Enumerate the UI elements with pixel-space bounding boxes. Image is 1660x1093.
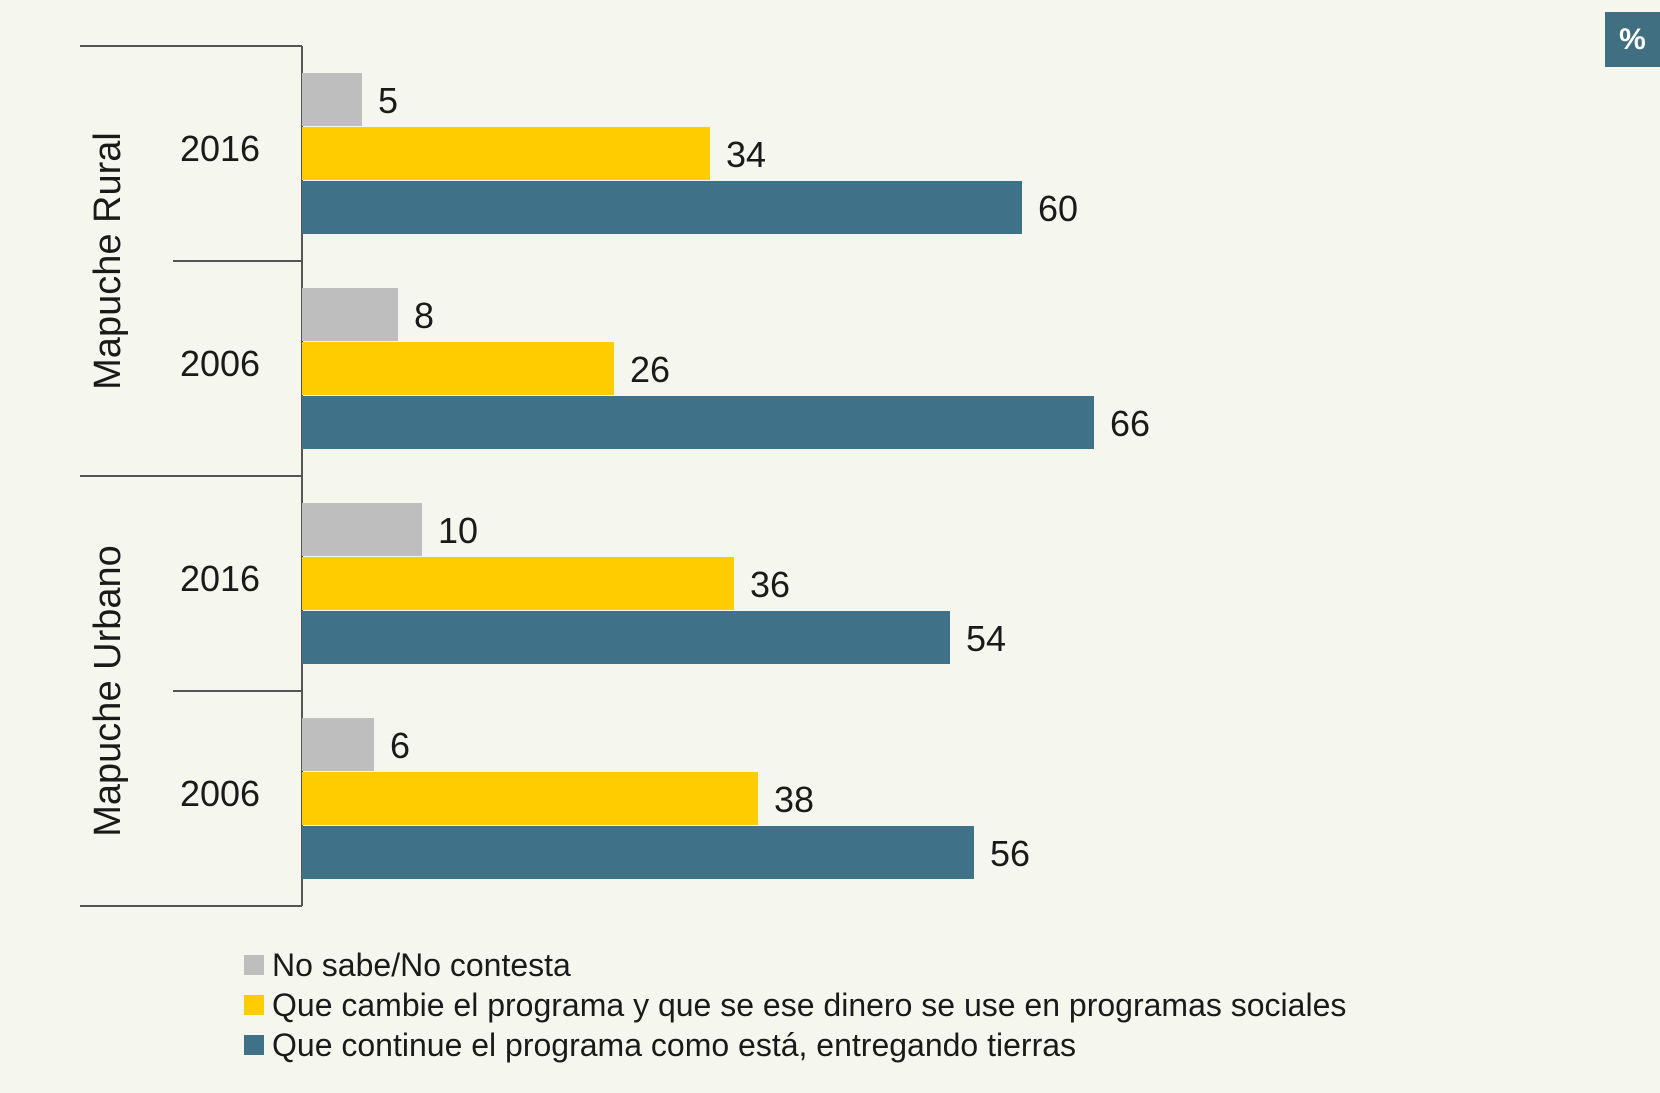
legend-item-que-cambie: Que cambie el programa y que se ese dine…	[244, 985, 1346, 1025]
bar	[302, 557, 734, 610]
legend-label-que-cambie: Que cambie el programa y que se ese dine…	[272, 986, 1347, 1023]
bar	[302, 772, 758, 825]
bar	[302, 73, 362, 126]
data-label: 66	[1110, 403, 1150, 444]
data-label: 6	[390, 725, 410, 766]
group-label: Mapuche Urbano	[87, 545, 129, 837]
legend-swatch-que-continue	[244, 1035, 264, 1055]
legend-label-que-continue: Que continue el programa como está, entr…	[272, 1026, 1077, 1063]
data-label: 26	[630, 349, 670, 390]
legend-label-no-sabe: No sabe/No contesta	[272, 946, 571, 983]
category-label: 2016	[180, 128, 260, 169]
data-label: 38	[774, 779, 814, 820]
data-label: 54	[966, 618, 1006, 659]
data-label: 60	[1038, 188, 1078, 229]
bar	[302, 718, 374, 771]
bar	[302, 127, 710, 180]
bar	[302, 396, 1094, 449]
data-label: 8	[414, 295, 434, 336]
legend-swatch-que-cambie	[244, 995, 264, 1015]
percent-unit-badge: %	[1605, 12, 1660, 67]
data-label: 56	[990, 833, 1030, 874]
data-label: 36	[750, 564, 790, 605]
legend-item-no-sabe: No sabe/No contesta	[244, 945, 1346, 985]
data-label: 10	[438, 510, 478, 551]
bar	[302, 611, 950, 664]
bar	[302, 503, 422, 556]
bar	[302, 181, 1022, 234]
data-label: 34	[726, 134, 766, 175]
category-label: 2006	[180, 343, 260, 384]
legend-swatch-no-sabe	[244, 955, 264, 975]
category-label: 2006	[180, 773, 260, 814]
bar	[302, 288, 398, 341]
bar	[302, 342, 614, 395]
legend-item-que-continue: Que continue el programa como está, entr…	[244, 1025, 1346, 1065]
category-label: 2016	[180, 558, 260, 599]
group-label: Mapuche Rural	[87, 132, 129, 390]
legend: No sabe/No contesta Que cambie el progra…	[244, 945, 1346, 1065]
data-label: 5	[378, 80, 398, 121]
bar	[302, 826, 974, 879]
